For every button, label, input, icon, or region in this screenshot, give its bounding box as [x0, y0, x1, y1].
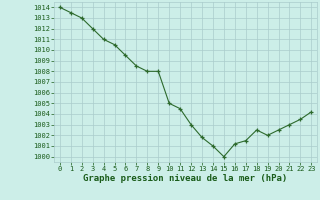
X-axis label: Graphe pression niveau de la mer (hPa): Graphe pression niveau de la mer (hPa)	[84, 174, 288, 183]
